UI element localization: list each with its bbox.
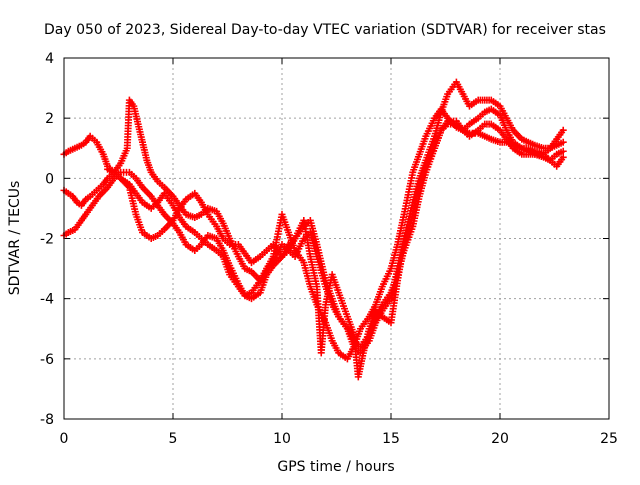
plot-frame <box>63 57 610 420</box>
data-point <box>559 153 567 161</box>
y-tick-label: 0 <box>45 171 54 187</box>
x-axis-label: GPS time / hours <box>277 459 394 475</box>
x-tick-label: 25 <box>600 431 618 447</box>
y-tick-label: -8 <box>40 412 54 428</box>
x-tick-label: 20 <box>491 431 509 447</box>
x-tick-label: 0 <box>60 431 69 447</box>
y-axis-label: SDTVAR / TECUs <box>7 181 23 296</box>
grid <box>64 58 609 419</box>
x-tick-label: 5 <box>169 431 178 447</box>
chart-title: Day 050 of 2023, Sidereal Day-to-day VTE… <box>44 22 606 38</box>
data-point <box>559 147 567 155</box>
y-tick-label: -6 <box>40 352 54 368</box>
data-point <box>559 138 567 146</box>
data-series-4 <box>104 120 567 381</box>
y-tick-label: 2 <box>45 111 54 127</box>
data-series-3 <box>60 117 567 351</box>
x-tick-label: 10 <box>273 431 291 447</box>
y-tick-label: -2 <box>40 232 54 248</box>
axis-ticks: 0 5 10 15 20 25 -8 -6 -4 -2 0 2 4 <box>40 51 618 447</box>
data-series <box>60 78 567 381</box>
y-tick-label: 4 <box>45 51 54 67</box>
x-tick-label: 15 <box>382 431 400 447</box>
data-point <box>559 126 567 134</box>
y-tick-label: -4 <box>40 292 54 308</box>
